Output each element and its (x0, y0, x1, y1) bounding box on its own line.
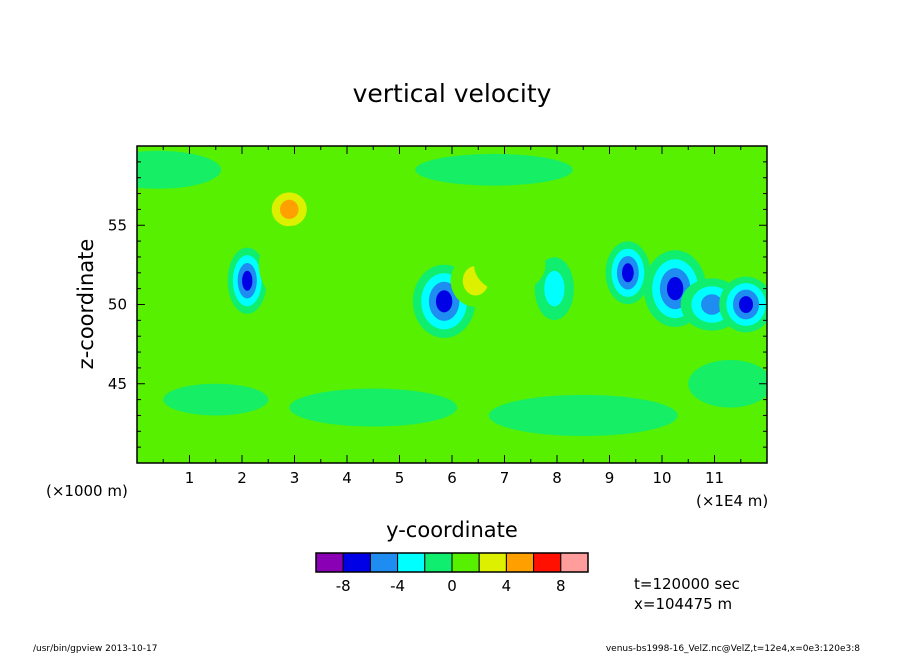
weak-downdraft-zone (289, 388, 458, 427)
colorbar-swatch (505, 552, 535, 573)
colorbar-ticks: -8 -4 0 4 8 (336, 577, 566, 595)
colorbar-frame (315, 552, 589, 573)
colorbar-tick-label: 0 (447, 577, 457, 595)
colorbar-swatch (397, 552, 426, 573)
y-tick-label: 45 (108, 375, 127, 393)
footer-left: /usr/bin/gpview 2013-10-17 (33, 644, 157, 654)
colorbar-swatch (315, 552, 344, 573)
x-tick-label: 3 (290, 469, 300, 487)
contour-level (279, 199, 299, 220)
colorbar-swatch (369, 552, 399, 573)
contour-level (258, 225, 331, 305)
contour-level (544, 270, 565, 307)
colorbar-swatch (533, 552, 562, 573)
contour-level (622, 263, 634, 283)
colorbar-tick-label: -4 (390, 577, 405, 595)
weak-downdraft-zone (688, 359, 767, 408)
contour-feature (580, 315, 634, 342)
x-tick-label: 4 (342, 469, 352, 487)
contour-feature (262, 184, 317, 234)
x-tick-label: 7 (500, 469, 510, 487)
contour-level (701, 294, 723, 315)
heatmap-field (137, 146, 767, 463)
chart-title: vertical velocity (353, 79, 552, 108)
x-tick-label: 1 (185, 469, 195, 487)
contour-level (666, 277, 684, 301)
colorbar-swatch (424, 552, 453, 573)
weak-downdraft-zone (137, 150, 221, 189)
contour-feature (719, 276, 767, 333)
x-tick-label: 9 (605, 469, 615, 487)
weak-downdraft-zone (488, 394, 678, 437)
x-axis: 1 2 3 4 5 6 7 8 9 10 11 (162, 146, 742, 487)
colorbar-tick-label: 8 (556, 577, 566, 595)
contour-feature (227, 247, 267, 314)
position-info: x=104475 m (634, 595, 732, 613)
contour-level (738, 296, 754, 313)
weak-downdraft-zone (415, 153, 573, 186)
colorbar (315, 552, 589, 573)
contour-level (242, 270, 253, 291)
contour-feature (605, 241, 651, 305)
contour-level (580, 315, 634, 342)
colorbar-tick-label: -8 (336, 577, 351, 595)
x-axis-label: y-coordinate (386, 518, 518, 542)
contour-level (435, 290, 453, 313)
colorbar-tick-label: 4 (502, 577, 512, 595)
x-tick-label: 11 (705, 469, 724, 487)
x-tick-label: 10 (652, 469, 671, 487)
weak-downdraft-zone (163, 383, 269, 416)
colorbar-swatch (478, 552, 507, 573)
y-axis: 45 50 55 (108, 161, 767, 448)
x-factor-label: (×1E4 m) (696, 492, 768, 510)
colorbar-swatch (342, 552, 371, 573)
contour-feature (534, 257, 575, 321)
x-tick-label: 2 (237, 469, 247, 487)
x-tick-label: 5 (395, 469, 405, 487)
y-axis-label: z-coordinate (74, 239, 98, 370)
contour-feature (258, 225, 331, 305)
footer-right: venus-bs1998-16_VelZ.nc@VelZ,t=12e4,x=0e… (606, 644, 860, 654)
colorbar-swatch (451, 552, 480, 573)
y-tick-label: 55 (108, 216, 127, 234)
x-tick-label: 8 (552, 469, 562, 487)
x-tick-label: 6 (447, 469, 457, 487)
contour-level (474, 236, 546, 293)
y-factor-label: (×1000 m) (46, 482, 128, 500)
contour-feature (474, 236, 546, 293)
colorbar-swatch (560, 552, 589, 573)
y-tick-label: 50 (108, 296, 127, 314)
time-info: t=120000 sec (634, 575, 740, 593)
